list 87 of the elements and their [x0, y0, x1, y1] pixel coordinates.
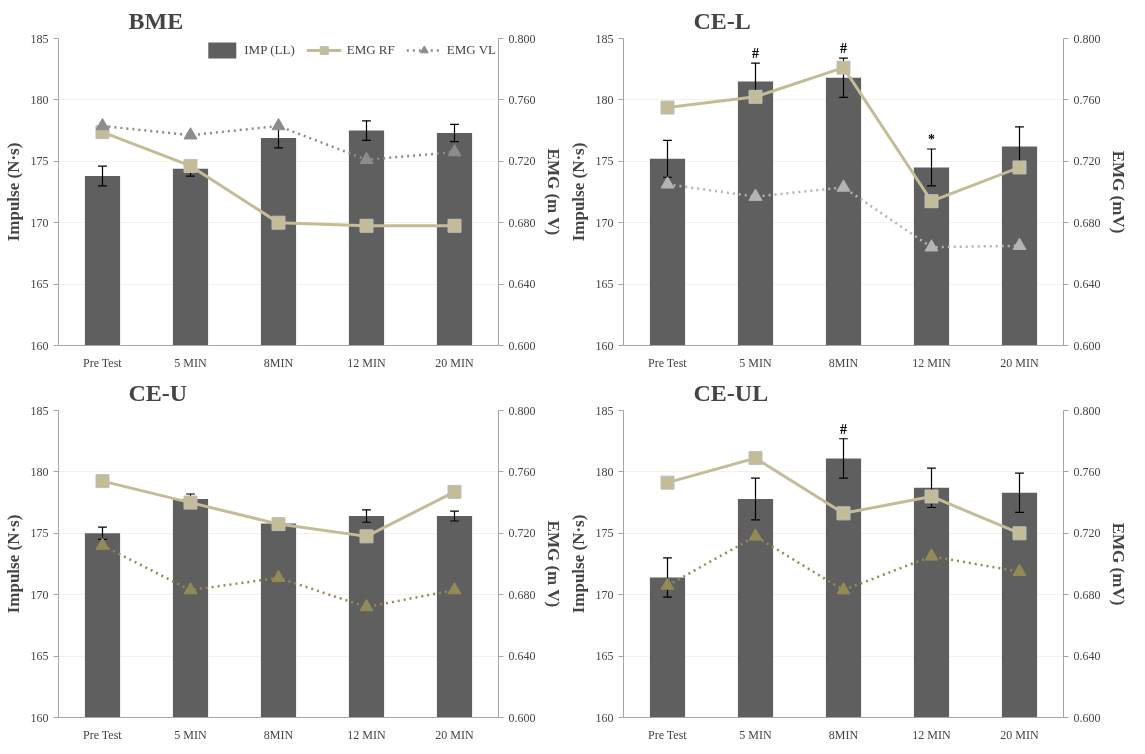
x-tick-label: 20 MIN	[1000, 727, 1039, 742]
annotation: #	[840, 421, 847, 437]
y-tick-label: 180	[595, 92, 614, 107]
annotation: *	[928, 132, 935, 148]
x-tick-label: 20 MIN	[1000, 355, 1039, 370]
y-axis-title: Impulse (N·s)	[568, 142, 588, 242]
y-tick-label: 165	[595, 277, 614, 292]
y-tick-label: 185	[30, 31, 49, 46]
x-tick-label: 12 MIN	[912, 727, 951, 742]
x-tick-label: 12 MIN	[347, 727, 386, 742]
y2-axis-title: EMG (mV)	[1108, 150, 1128, 234]
y-tick-label: 160	[595, 338, 614, 353]
y-tick-label: 180	[30, 92, 49, 107]
y2-axis-title: EMG (m V)	[543, 148, 563, 236]
chart-title: CE-UL	[693, 379, 769, 406]
y2-tick-label: 0.720	[508, 154, 536, 169]
y-tick-label: 185	[30, 403, 49, 418]
y2-axis-title: EMG (m V)	[543, 520, 563, 608]
y-tick-label: 165	[30, 277, 49, 292]
chart-title: CE-U	[128, 379, 188, 406]
y2-tick-label: 0.680	[1073, 215, 1101, 230]
x-tick-label: 5 MIN	[739, 355, 772, 370]
y-tick-label: 175	[595, 154, 614, 169]
x-tick-label: 8MIN	[828, 727, 859, 742]
y2-tick-label: 0.600	[508, 338, 536, 353]
y-tick-label: 180	[595, 464, 614, 479]
y2-tick-label: 0.760	[508, 464, 536, 479]
x-tick-label: 8MIN	[263, 355, 294, 370]
y2-tick-label: 0.600	[1073, 338, 1101, 353]
y2-tick-label: 0.720	[1073, 526, 1101, 541]
y-tick-label: 160	[30, 338, 49, 353]
y2-tick-label: 0.680	[508, 215, 536, 230]
y2-tick-label: 0.760	[1073, 464, 1101, 479]
chart-title: BME	[128, 7, 184, 34]
y-tick-label: 170	[30, 215, 49, 230]
y-tick-label: 170	[595, 587, 614, 602]
x-tick-label: 12 MIN	[347, 355, 386, 370]
x-tick-label: 8MIN	[828, 355, 859, 370]
y-axis-title: Impulse (N·s)	[568, 514, 588, 614]
y-tick-label: 175	[30, 154, 49, 169]
y2-tick-label: 0.600	[508, 710, 536, 725]
y-tick-label: 175	[30, 526, 49, 541]
legend-label: EMG RF	[346, 42, 395, 58]
y2-tick-label: 0.640	[508, 277, 536, 292]
y-axis-title: Impulse (N·s)	[3, 514, 23, 614]
y2-tick-label: 0.640	[508, 649, 536, 664]
x-tick-label: Pre Test	[83, 355, 123, 370]
y-tick-label: 160	[595, 710, 614, 725]
y-tick-label: 170	[30, 587, 49, 602]
x-tick-label: 12 MIN	[912, 355, 951, 370]
x-tick-label: Pre Test	[648, 727, 688, 742]
y-tick-label: 160	[30, 710, 49, 725]
annotation: #	[752, 46, 759, 62]
legend-label: EMG VL	[446, 42, 496, 58]
y-tick-label: 175	[595, 526, 614, 541]
y2-tick-label: 0.640	[1073, 277, 1101, 292]
x-tick-label: Pre Test	[648, 355, 688, 370]
x-tick-label: 5 MIN	[174, 355, 207, 370]
y2-tick-label: 0.720	[1073, 154, 1101, 169]
y2-tick-label: 0.680	[1073, 587, 1101, 602]
x-tick-label: 5 MIN	[739, 727, 772, 742]
y-tick-label: 180	[30, 464, 49, 479]
y2-tick-label: 0.720	[508, 526, 536, 541]
y-tick-label: 170	[595, 215, 614, 230]
annotation: #	[840, 41, 847, 57]
y2-tick-label: 0.640	[1073, 649, 1101, 664]
y2-tick-label: 0.680	[508, 587, 536, 602]
x-tick-label: 8MIN	[263, 727, 294, 742]
y2-tick-label: 0.800	[1073, 403, 1101, 418]
x-tick-label: 20 MIN	[435, 727, 474, 742]
x-tick-label: Pre Test	[83, 727, 123, 742]
y2-axis-title: EMG (mV)	[1108, 522, 1128, 606]
x-tick-label: 20 MIN	[435, 355, 474, 370]
chart-title: CE-L	[693, 7, 751, 34]
y2-tick-label: 0.800	[508, 403, 536, 418]
y-tick-label: 165	[30, 649, 49, 664]
y2-tick-label: 0.760	[508, 92, 536, 107]
y-tick-label: 165	[595, 649, 614, 664]
y2-tick-label: 0.760	[1073, 92, 1101, 107]
x-tick-label: 5 MIN	[174, 727, 207, 742]
y-tick-label: 185	[595, 403, 614, 418]
y-axis-title: Impulse (N·s)	[3, 142, 23, 242]
y2-tick-label: 0.800	[508, 31, 536, 46]
y2-tick-label: 0.600	[1073, 710, 1101, 725]
legend-label: IMP (LL)	[244, 42, 295, 58]
y2-tick-label: 0.800	[1073, 31, 1101, 46]
y-tick-label: 185	[595, 31, 614, 46]
